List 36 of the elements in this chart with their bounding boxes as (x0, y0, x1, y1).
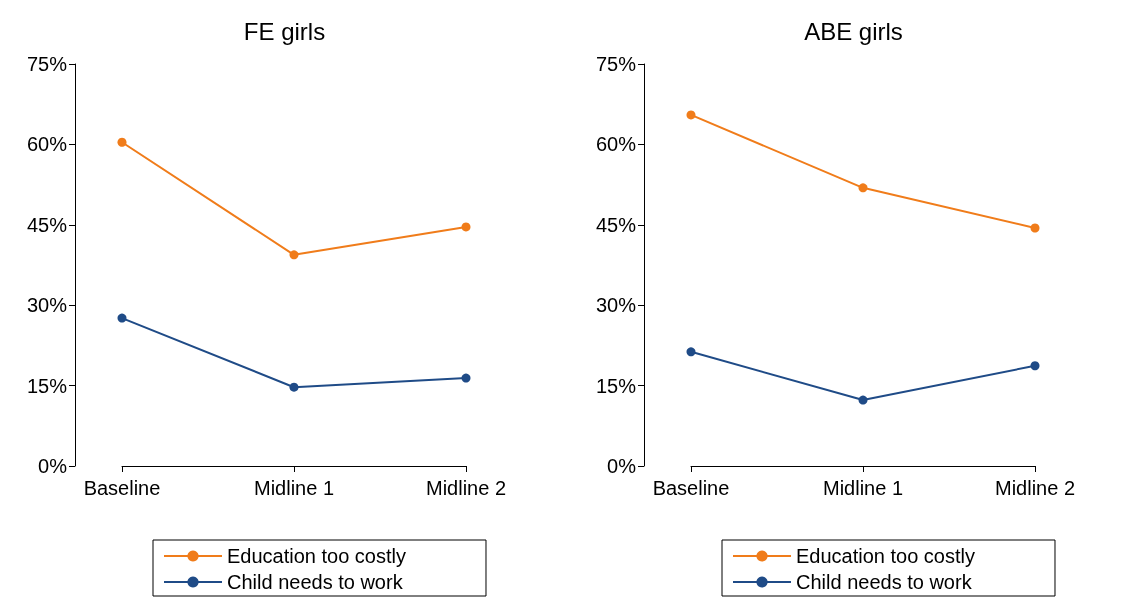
x-tick-label: Midline 2 (994, 477, 1076, 499)
chart-title: ABE girls (804, 17, 903, 45)
point (686, 110, 696, 120)
legend-label: Child needs to work (227, 571, 404, 593)
x-tick-label: Baseline (83, 477, 161, 499)
y-tick-label: 60% (595, 133, 637, 156)
point (461, 222, 471, 232)
chart-title: FE girls (243, 17, 326, 45)
point (117, 137, 127, 147)
legend-label: Child needs to work (796, 571, 973, 593)
point (1030, 361, 1040, 371)
x-tick-label: Midline 1 (253, 477, 335, 499)
y-tick-label: 15% (26, 374, 68, 397)
y-tick-label: 15% (595, 374, 637, 397)
x-tick-label: Midline 1 (822, 477, 904, 499)
point (461, 373, 471, 383)
point (858, 395, 868, 405)
point (686, 347, 696, 357)
legend-label: Education too costly (227, 545, 406, 567)
point (1030, 223, 1040, 233)
x-tick-label: Midline 2 (425, 477, 507, 499)
legend-label: Education too costly (796, 545, 975, 567)
y-tick-label: 30% (595, 294, 637, 317)
y-tick-label: 30% (26, 294, 68, 317)
y-tick-label: 75% (595, 53, 637, 75)
y-tick-label: 45% (595, 213, 637, 236)
point (289, 382, 299, 392)
y-tick-label: 45% (26, 213, 68, 236)
y-tick-label: 0% (38, 455, 68, 477)
x-tick-label: Baseline (652, 477, 730, 499)
y-tick-label: 60% (26, 133, 68, 156)
point (117, 313, 127, 323)
point (858, 183, 868, 193)
y-tick-label: 0% (607, 455, 637, 477)
point (289, 250, 299, 260)
y-tick-label: 75% (26, 53, 68, 75)
